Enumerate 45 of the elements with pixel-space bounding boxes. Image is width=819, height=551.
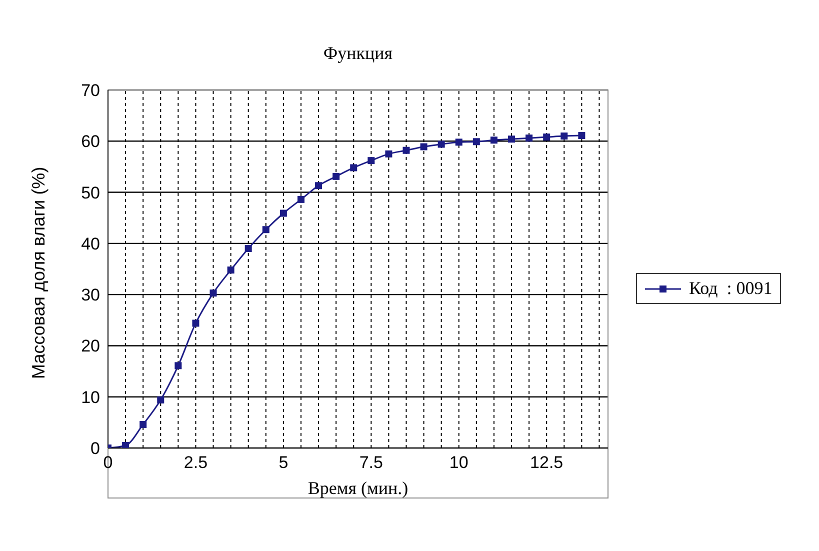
- point: [315, 182, 322, 190]
- y-tick-label: 10: [81, 388, 100, 407]
- point: [508, 136, 516, 143]
- point: [560, 132, 568, 140]
- x-tick-label: 5: [278, 453, 288, 472]
- y-tick-label: 20: [81, 336, 100, 356]
- point: [227, 266, 234, 274]
- point: [385, 150, 392, 158]
- point: [526, 134, 533, 142]
- x-tick-label: 7.5: [359, 453, 383, 472]
- point: [490, 136, 498, 144]
- y-tick-label: 70: [81, 81, 100, 100]
- y-axis-title: Массовая доля влаги (%): [28, 166, 48, 379]
- x-tick-label: 0: [103, 453, 113, 472]
- y-tick-label: 50: [81, 183, 100, 202]
- y-tick-label: 60: [81, 132, 100, 152]
- point: [578, 132, 586, 140]
- point: [122, 442, 130, 448]
- point: [438, 140, 445, 148]
- point: [280, 210, 287, 217]
- x-tick-label: 12.5: [530, 453, 564, 472]
- y-tick-label: 30: [81, 286, 100, 305]
- x-tick-label: 10: [449, 453, 468, 472]
- point: [420, 143, 428, 150]
- point: [157, 396, 164, 404]
- point: [368, 157, 375, 164]
- point: [244, 245, 252, 252]
- chart-title: Функция: [322, 43, 394, 64]
- x-axis-title: Время (мин.): [308, 478, 408, 498]
- y-tick-label: 0: [90, 439, 100, 458]
- point: [174, 362, 182, 370]
- point: [297, 196, 304, 203]
- x-tick-label: 2.5: [184, 453, 208, 472]
- point: [140, 420, 147, 428]
- point: [402, 146, 410, 154]
- point: [210, 290, 217, 297]
- point: [472, 138, 480, 146]
- legend-label: Код : 0091: [689, 278, 772, 299]
- point: [350, 164, 358, 172]
- point: [332, 172, 340, 180]
- point: [192, 320, 200, 327]
- point: [262, 226, 270, 234]
- point: [455, 138, 462, 146]
- y-tick-label: 40: [81, 234, 100, 254]
- point: [543, 134, 550, 141]
